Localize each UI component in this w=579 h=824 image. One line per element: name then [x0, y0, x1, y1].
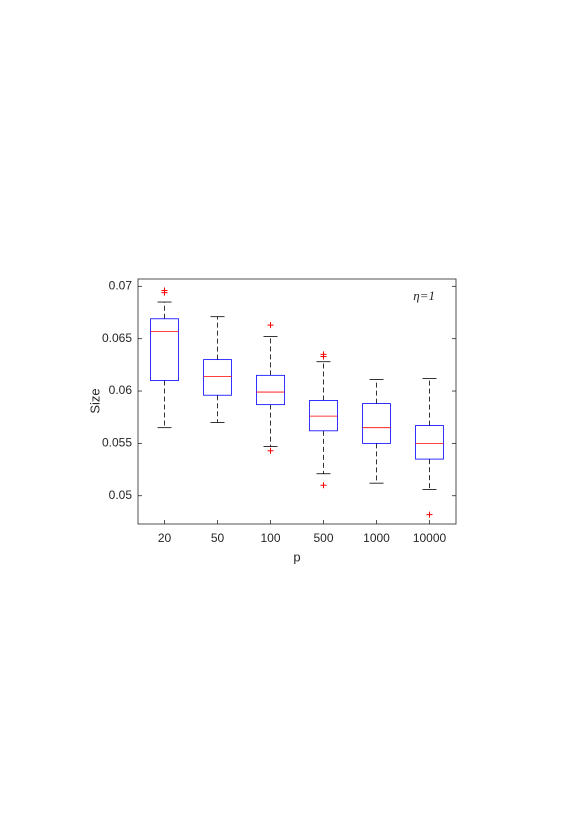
box — [256, 374, 285, 406]
x-tick-label: 500 — [313, 531, 333, 545]
y-tick-label: 0.05 — [109, 488, 133, 502]
box — [362, 403, 391, 444]
outlier — [426, 511, 433, 518]
x-tick-label: 10000 — [413, 531, 447, 545]
x-tick-label: 20 — [158, 531, 172, 545]
x-axis-label: p — [293, 549, 300, 564]
outlier — [320, 353, 327, 360]
y-tick-label: 0.06 — [109, 383, 133, 397]
x-tick-label: 50 — [211, 531, 225, 545]
outlier — [267, 322, 274, 329]
box — [150, 318, 179, 381]
box — [415, 425, 444, 460]
outlier — [161, 289, 168, 296]
y-tick-label: 0.065 — [102, 331, 132, 345]
outlier — [320, 482, 327, 489]
x-tick-label: 100 — [260, 531, 280, 545]
axes-frame — [137, 278, 457, 525]
y-axis-label: Size — [87, 388, 102, 413]
box — [203, 359, 232, 396]
x-tick-label: 1000 — [363, 531, 390, 545]
y-tick-label: 0.055 — [102, 436, 132, 450]
annotation: η=1 — [413, 288, 435, 303]
box — [309, 400, 338, 432]
y-tick-label: 0.07 — [109, 279, 133, 293]
outlier — [267, 447, 274, 454]
